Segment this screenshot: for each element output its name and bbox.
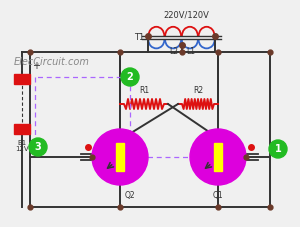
Circle shape — [121, 68, 139, 86]
Text: Q1: Q1 — [213, 191, 224, 200]
Text: Q2: Q2 — [125, 191, 136, 200]
Text: T1: T1 — [134, 34, 144, 42]
Text: L1: L1 — [186, 47, 195, 56]
Text: 3: 3 — [34, 142, 41, 152]
Bar — [116, 143, 124, 171]
Circle shape — [269, 140, 287, 158]
Text: L2: L2 — [169, 47, 178, 56]
Text: 1: 1 — [274, 144, 281, 154]
Circle shape — [92, 129, 148, 185]
Text: 2: 2 — [127, 72, 134, 82]
Bar — [214, 143, 222, 171]
Text: 220V/120V: 220V/120V — [164, 11, 209, 20]
Bar — [14, 74, 30, 84]
Bar — [14, 124, 30, 134]
Text: R1: R1 — [139, 86, 149, 95]
Text: ElecCircuit.com: ElecCircuit.com — [14, 57, 90, 67]
Circle shape — [29, 138, 47, 156]
Circle shape — [190, 129, 246, 185]
Text: -: - — [32, 135, 37, 148]
Text: +: + — [32, 61, 40, 71]
Text: 12V: 12V — [15, 146, 29, 152]
Text: B1: B1 — [17, 140, 27, 146]
Text: R2: R2 — [193, 86, 203, 95]
